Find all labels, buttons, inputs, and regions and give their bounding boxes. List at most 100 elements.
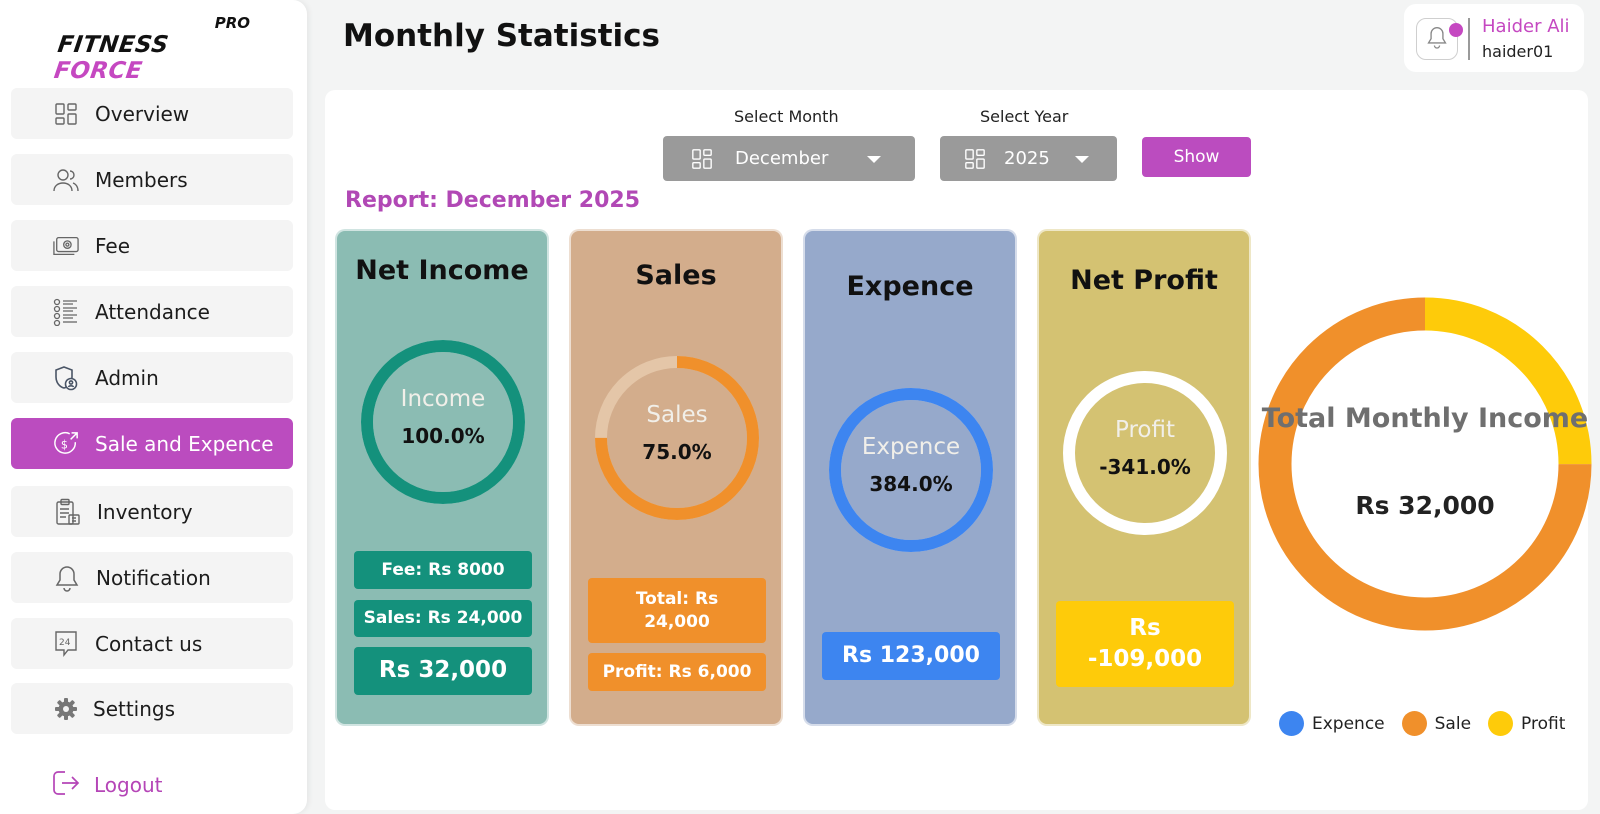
- legend-dot-profit: [1488, 711, 1514, 736]
- sales-total-pill: Total: Rs 24,000: [588, 578, 766, 643]
- legend-label: Sale: [1434, 713, 1472, 734]
- bell-icon: [1426, 25, 1448, 53]
- app-logo: PRO FITNESS FORCE: [52, 14, 256, 84]
- month-select[interactable]: December: [663, 136, 915, 181]
- net-income-total: Rs 32,000: [354, 647, 532, 695]
- bell-icon: [54, 565, 80, 592]
- users-icon: [53, 167, 79, 193]
- net-income-card: Net Income Income 100.0% Fee: Rs 8000 Sa…: [335, 229, 549, 726]
- sales-title: Sales: [635, 260, 717, 291]
- sidebar-item-label: Sale and Expence: [95, 431, 274, 456]
- sidebar-item-contact-us[interactable]: 24 Contact us: [11, 618, 293, 669]
- user-handle: haider01: [1482, 42, 1554, 61]
- sidebar-item-label: Fee: [95, 233, 131, 258]
- fee-amount-pill: Fee: Rs 8000: [354, 551, 532, 589]
- logo-force: FORCE: [52, 58, 145, 84]
- sales-card: Sales Sales 75.0% Total: Rs 24,000 Profi…: [569, 229, 783, 726]
- expence-ring-arc: [829, 388, 993, 552]
- donut-title: Total Monthly Income: [1261, 403, 1589, 434]
- clipboard-icon: [55, 498, 81, 525]
- expence-ring-label: Expence: [861, 434, 961, 460]
- profit-ring-track: [1063, 371, 1227, 535]
- month-select-value: December: [735, 148, 829, 169]
- sidebar-item-label: Overview: [95, 101, 190, 126]
- dollar-exchange-icon: $: [53, 431, 79, 457]
- expence-ring-svg: [829, 388, 993, 552]
- sales-ring-arc: [595, 356, 759, 520]
- expence-total: Rs 123,000: [822, 632, 1000, 680]
- user-divider: [1468, 18, 1470, 60]
- sidebar-item-attendance[interactable]: Attendance: [11, 286, 293, 337]
- svg-text:24: 24: [59, 638, 71, 648]
- sidebar-item-label: Notification: [96, 565, 211, 590]
- sidebar-item-overview[interactable]: Overview: [11, 88, 293, 139]
- profit-ring-value: -341.0%: [1099, 455, 1191, 479]
- show-button[interactable]: Show: [1142, 137, 1251, 177]
- year-select-value: 2025: [1004, 148, 1050, 169]
- sidebar-item-label: Inventory: [97, 499, 193, 524]
- profit-ring: Profit -341.0%: [1062, 370, 1228, 536]
- legend-item-profit[interactable]: Profit: [1488, 711, 1565, 736]
- net-income-title: Net Income: [355, 255, 529, 286]
- profit-ring-label: Profit: [1115, 417, 1175, 443]
- sales-ring-label: Sales: [646, 402, 708, 428]
- sales-ring-svg: [595, 356, 759, 520]
- sidebar-item-notification[interactable]: Notification: [11, 552, 293, 603]
- income-ring-value: 100.0%: [401, 424, 485, 448]
- donut-chart: [1258, 297, 1592, 631]
- page-title: Monthly Statistics: [343, 18, 660, 54]
- shield-user-icon: [53, 365, 79, 391]
- sales-amount-pill: Sales: Rs 24,000: [354, 600, 532, 637]
- donut-slice-sale: [1258, 297, 1592, 631]
- expence-card: Expence Expence 384.0% Rs 123,000: [803, 229, 1017, 726]
- legend-dot-expence: [1279, 711, 1304, 736]
- expence-title: Expence: [846, 271, 974, 302]
- legend-item-expence[interactable]: Expence: [1279, 711, 1385, 736]
- net-profit-total: Rs -109,000: [1056, 601, 1234, 687]
- notification-badge: [1449, 23, 1463, 37]
- expence-ring-value: 384.0%: [869, 472, 953, 496]
- income-ring-svg: [361, 340, 525, 504]
- notification-button[interactable]: [1416, 18, 1463, 60]
- sidebar-item-members[interactable]: Members: [11, 154, 293, 205]
- sidebar: PRO FITNESS FORCE Overview Members Fee A…: [0, 0, 307, 814]
- logout-label: Logout: [94, 773, 163, 797]
- income-ring-label: Income: [400, 386, 486, 412]
- logout-button[interactable]: Logout: [52, 770, 162, 800]
- sidebar-item-label: Contact us: [95, 631, 203, 656]
- svg-text:$: $: [61, 438, 68, 451]
- sidebar-item-inventory[interactable]: Inventory: [11, 486, 293, 537]
- net-profit-card: Net Profit Profit -341.0% Rs -109,000: [1037, 229, 1251, 726]
- logo-pro: PRO: [214, 14, 250, 32]
- logo-fitness: FITNESS: [56, 32, 171, 58]
- legend-item-sale[interactable]: Sale: [1401, 711, 1472, 736]
- income-ring: Income 100.0%: [360, 339, 526, 505]
- sidebar-item-label: Settings: [93, 696, 176, 721]
- user-card[interactable]: Haider Ali haider01: [1404, 4, 1584, 72]
- sidebar-item-settings[interactable]: Settings: [11, 683, 293, 734]
- cash-icon: [53, 233, 79, 259]
- chevron-down-icon: [867, 156, 881, 163]
- gear-icon: [53, 696, 79, 722]
- donut-center-value: Rs 32,000: [1355, 491, 1495, 520]
- chevron-down-icon: [1075, 156, 1089, 163]
- sidebar-item-fee[interactable]: Fee: [11, 220, 293, 271]
- legend-label: Expence: [1312, 713, 1385, 734]
- logo-wordmark: FITNESS FORCE: [52, 32, 259, 84]
- year-select[interactable]: 2025: [940, 136, 1117, 181]
- profit-ring-svg: [1063, 371, 1227, 535]
- sidebar-item-sale-and-expence[interactable]: $ Sale and Expence: [11, 418, 293, 469]
- sales-ring: Sales 75.0%: [594, 355, 760, 521]
- sales-ring-value: 75.0%: [642, 440, 712, 464]
- total-income-donut: Total Monthly Income Rs 32,000: [1258, 297, 1592, 631]
- checklist-icon: [53, 298, 79, 326]
- grid-icon: [691, 148, 713, 170]
- sidebar-item-label: Attendance: [95, 299, 210, 324]
- user-name: Haider Ali: [1482, 16, 1570, 37]
- expence-ring: Expence 384.0%: [828, 387, 994, 553]
- sidebar-item-admin[interactable]: Admin: [11, 352, 293, 403]
- sidebar-item-label: Members: [95, 167, 188, 192]
- grid-icon: [964, 148, 986, 170]
- sidebar-item-label: Admin: [95, 365, 159, 390]
- income-ring-arc: [361, 340, 525, 504]
